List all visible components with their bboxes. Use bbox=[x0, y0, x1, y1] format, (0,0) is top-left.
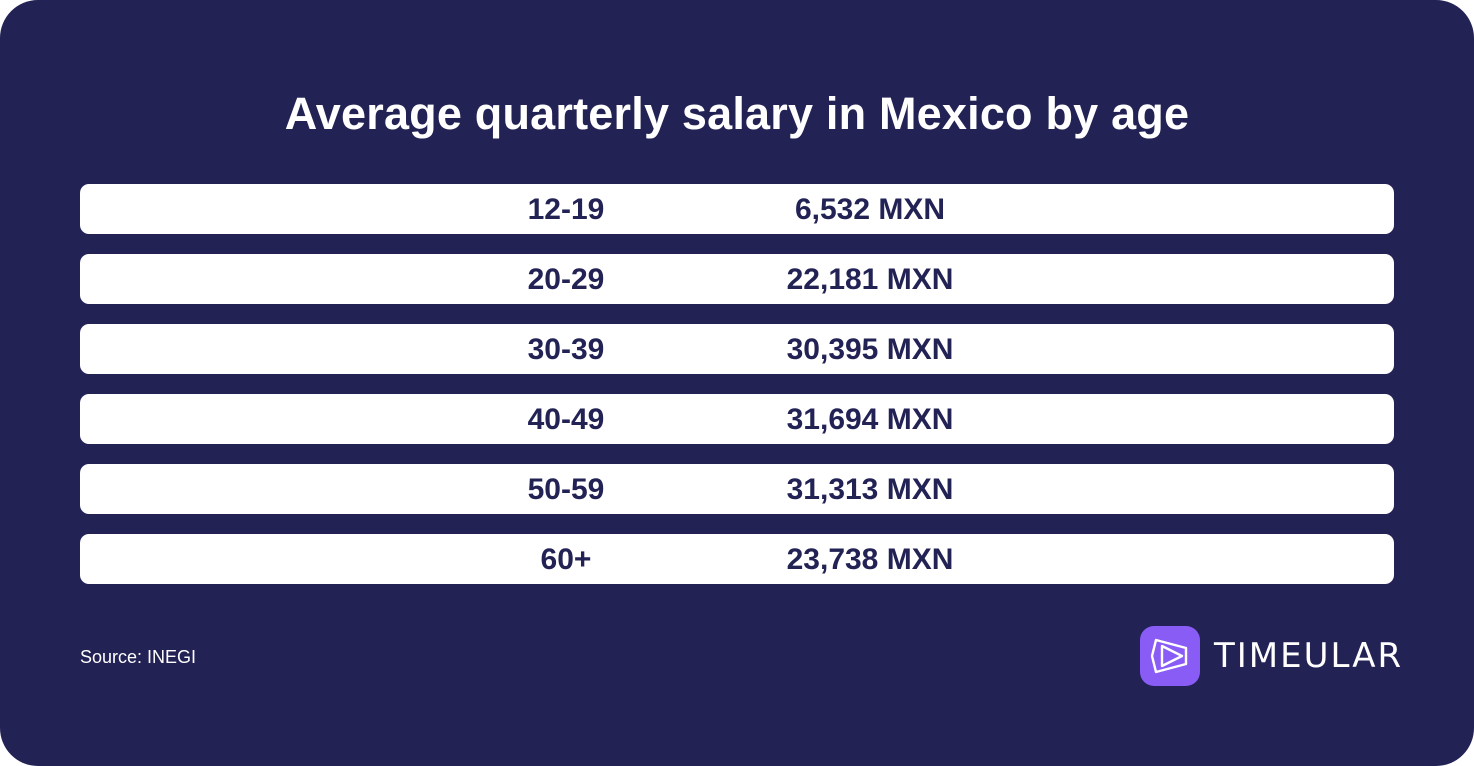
age-group-cell: 20-29 bbox=[527, 263, 605, 296]
salary-cell: 31,694 MXN bbox=[786, 403, 954, 436]
age-group-cell: 30-39 bbox=[527, 333, 605, 366]
salary-table: 12-19 6,532 MXN 20-29 22,181 MXN 30-39 3… bbox=[80, 184, 1394, 584]
chart-title: Average quarterly salary in Mexico by ag… bbox=[284, 88, 1190, 139]
age-group-cell: 12-19 bbox=[527, 193, 605, 226]
salary-cell: 23,738 MXN bbox=[786, 543, 954, 576]
table-row: 30-39 30,395 MXN bbox=[80, 324, 1394, 374]
table-row: 50-59 31,313 MXN bbox=[80, 464, 1394, 514]
table-row: 40-49 31,694 MXN bbox=[80, 394, 1394, 444]
table-row: 12-19 6,532 MXN bbox=[80, 184, 1394, 234]
source-note: Source: INEGI bbox=[80, 647, 197, 667]
table-row: 20-29 22,181 MXN bbox=[80, 254, 1394, 304]
salary-cell: 30,395 MXN bbox=[786, 333, 954, 366]
salary-cell: 31,313 MXN bbox=[786, 473, 954, 506]
salary-cell: 6,532 MXN bbox=[794, 193, 946, 226]
table-row: 60+ 23,738 MXN bbox=[80, 534, 1394, 584]
timeular-logo-icon bbox=[1140, 626, 1200, 686]
age-group-cell: 50-59 bbox=[527, 473, 605, 506]
brand-name: TIMEULAR bbox=[1214, 636, 1404, 676]
age-group-cell: 40-49 bbox=[527, 403, 605, 436]
salary-cell: 22,181 MXN bbox=[786, 263, 954, 296]
age-group-cell: 60+ bbox=[540, 543, 592, 576]
brand-logo: TIMEULAR bbox=[1140, 626, 1404, 686]
